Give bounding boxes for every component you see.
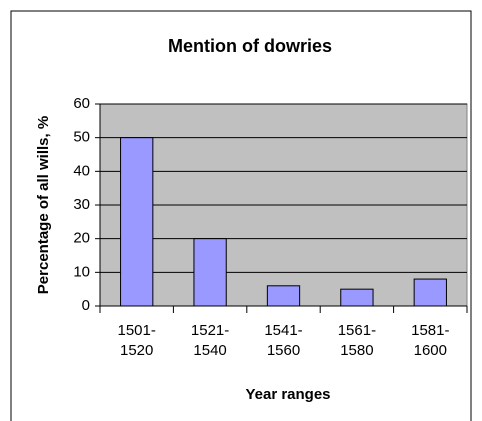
bar [340, 288, 374, 307]
y-tick-label: 0 [82, 297, 90, 314]
y-tick-label: 60 [73, 95, 90, 112]
y-tick-label: 40 [73, 162, 90, 179]
y-tick-label: 10 [73, 263, 90, 280]
chart-border [10, 10, 472, 421]
x-tick-label: 1501-1520 [118, 322, 156, 359]
y-tick-label: 50 [73, 129, 90, 146]
chart-title: Mention of dowries [168, 36, 332, 56]
y-tick-label: 30 [73, 196, 90, 213]
x-tick-label: 1581-1600 [411, 322, 449, 359]
x-tick-label: 1561-1580 [338, 322, 376, 359]
x-axis-label: Year ranges [245, 386, 330, 403]
y-tick-label: 20 [73, 230, 90, 247]
bar [120, 137, 154, 307]
x-tick-label: 1521-1540 [191, 322, 229, 359]
y-axis-label: Percentage of all wills, % [35, 116, 52, 294]
x-tick-label: 1541-1560 [264, 322, 302, 359]
bar [413, 278, 447, 307]
bar [193, 238, 227, 307]
bar [266, 285, 301, 307]
